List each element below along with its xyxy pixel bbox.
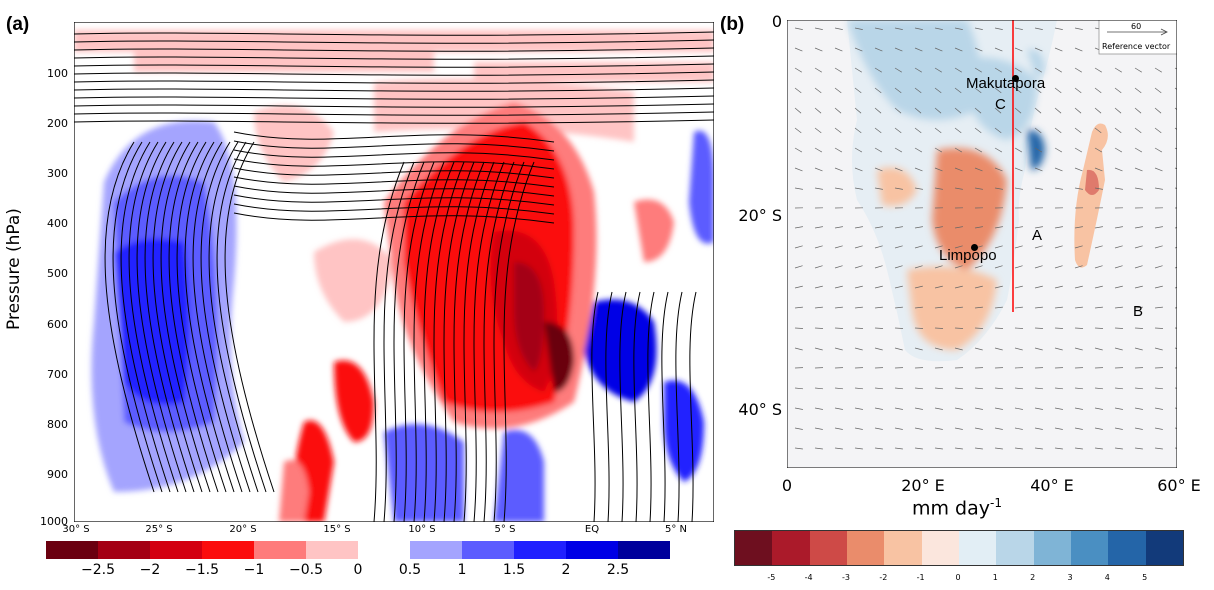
x-tick-label: 30° S	[62, 524, 90, 535]
y-tick-label: 100	[47, 67, 68, 80]
colorbar-swatch	[202, 541, 254, 559]
colorbar-swatch	[921, 531, 959, 565]
x-tick-label: 20° S	[229, 524, 257, 535]
colorbar-label: −2.5	[81, 562, 115, 578]
map-x-tick-label: 40° E	[1030, 476, 1074, 495]
x-tick-label: 10° S	[408, 524, 436, 535]
y-tick-label: 500	[47, 267, 68, 281]
map-x-tick-label: 0	[781, 476, 793, 495]
reference-vector-value: 60	[1131, 22, 1142, 31]
x-tick-label: 15° S	[323, 524, 351, 535]
colorbar-swatch	[150, 541, 202, 559]
colorbar-label: 4	[1104, 573, 1110, 582]
colorbar-positive	[410, 541, 670, 559]
madagascar	[1074, 123, 1108, 268]
colorbar-label: 1.5	[502, 562, 526, 578]
colorbar-label: 0.5	[398, 562, 422, 578]
unit-exponent: -1	[990, 496, 1002, 510]
colorbar-label: 5	[1142, 573, 1148, 582]
colorbar-label: 0	[955, 573, 961, 582]
colorbar-swatch	[1033, 531, 1071, 565]
colorbar-swatch	[98, 541, 150, 559]
label-c: C	[995, 96, 1006, 113]
colorbar-label: -5	[767, 573, 776, 582]
colorbar-label: 1	[992, 573, 998, 582]
panel-b-unit-label: mm day-1	[912, 496, 1002, 519]
map-y-tick-label: 40° S	[738, 400, 782, 419]
colorbar-swatch	[846, 531, 885, 565]
colorbar-swatch	[1070, 531, 1109, 565]
colorbar-label: 1	[457, 562, 467, 578]
colorbar-swatch	[566, 541, 618, 559]
y-tick-label: 800	[47, 417, 68, 431]
x-tick-label: 5° S	[494, 524, 516, 535]
limpopo-marker	[971, 244, 978, 251]
reference-vector-label: Reference vector	[1102, 42, 1171, 51]
colorbar-label: -1	[916, 573, 925, 582]
colorbar-swatch	[735, 531, 773, 565]
y-tick-label: 200	[47, 117, 68, 131]
colorbar-label: -4	[804, 573, 813, 582]
colorbar-label: 3	[1067, 573, 1073, 582]
colorbar-swatch	[1108, 531, 1146, 565]
x-tick-label: 5° N	[664, 524, 688, 535]
panel-a-streamline-plot	[74, 22, 714, 522]
y-tick-label: 1000	[40, 515, 68, 528]
colorbar-swatch	[410, 541, 462, 559]
y-tick-label: 400	[47, 217, 68, 231]
pressure-axis-title: Pressure (hPa)	[4, 208, 24, 330]
panel-b-map	[787, 20, 1177, 468]
colorbar-swatch	[772, 531, 810, 565]
makutapora-marker	[1012, 75, 1019, 82]
colorbar-label: −0.5	[289, 562, 323, 578]
limpopo-label: Limpopo	[939, 247, 997, 264]
colorbar-swatch	[809, 531, 847, 565]
colorbar-label: −1	[243, 562, 265, 578]
map-x-tick-label: 20° E	[901, 476, 945, 495]
reference-vector-box	[1098, 20, 1177, 55]
colorbar-swatch	[462, 541, 514, 559]
map-y-tick-label: 20° S	[738, 206, 782, 225]
colorbar-swatch	[306, 541, 358, 559]
y-tick-label: 600	[47, 317, 68, 331]
colorbar-label: −2	[139, 562, 161, 578]
colorbar-label: -2	[879, 573, 888, 582]
panel-a-label: (a)	[6, 14, 30, 35]
colorbar-precip	[734, 530, 1184, 566]
map-y-tick-label: 0	[771, 12, 782, 31]
unit-main: mm day	[912, 497, 991, 520]
map-x-tick-label: 60° E	[1157, 476, 1201, 495]
x-tick-label: EQ	[584, 524, 600, 535]
colorbar-swatch	[46, 541, 98, 559]
colorbar-label: -3	[842, 573, 850, 582]
colorbar-label: 0	[353, 562, 363, 578]
y-tick-label: 900	[47, 467, 68, 481]
colorbar-swatch	[514, 541, 566, 559]
label-a: A	[1032, 227, 1043, 244]
y-tick-label: 300	[47, 167, 68, 181]
colorbar-swatch	[884, 531, 922, 565]
makutapora-label: Makutapora	[966, 75, 1046, 92]
colorbar-swatch	[958, 531, 997, 565]
colorbar-label: 2	[561, 562, 571, 578]
colorbar-label: −1.5	[185, 562, 219, 578]
colorbar-label: 2.5	[606, 562, 630, 578]
panel-b-label: (b)	[720, 14, 745, 35]
colorbar-swatch	[618, 541, 670, 559]
colorbar-label: 2	[1030, 573, 1036, 582]
y-tick-label: 700	[47, 367, 68, 381]
colorbar-swatch	[1145, 531, 1183, 565]
x-tick-label: 25° S	[145, 524, 173, 535]
colorbar-swatch	[996, 531, 1034, 565]
colorbar-negative	[46, 541, 358, 559]
colorbar-swatch	[254, 541, 306, 559]
label-b: B	[1133, 303, 1144, 320]
